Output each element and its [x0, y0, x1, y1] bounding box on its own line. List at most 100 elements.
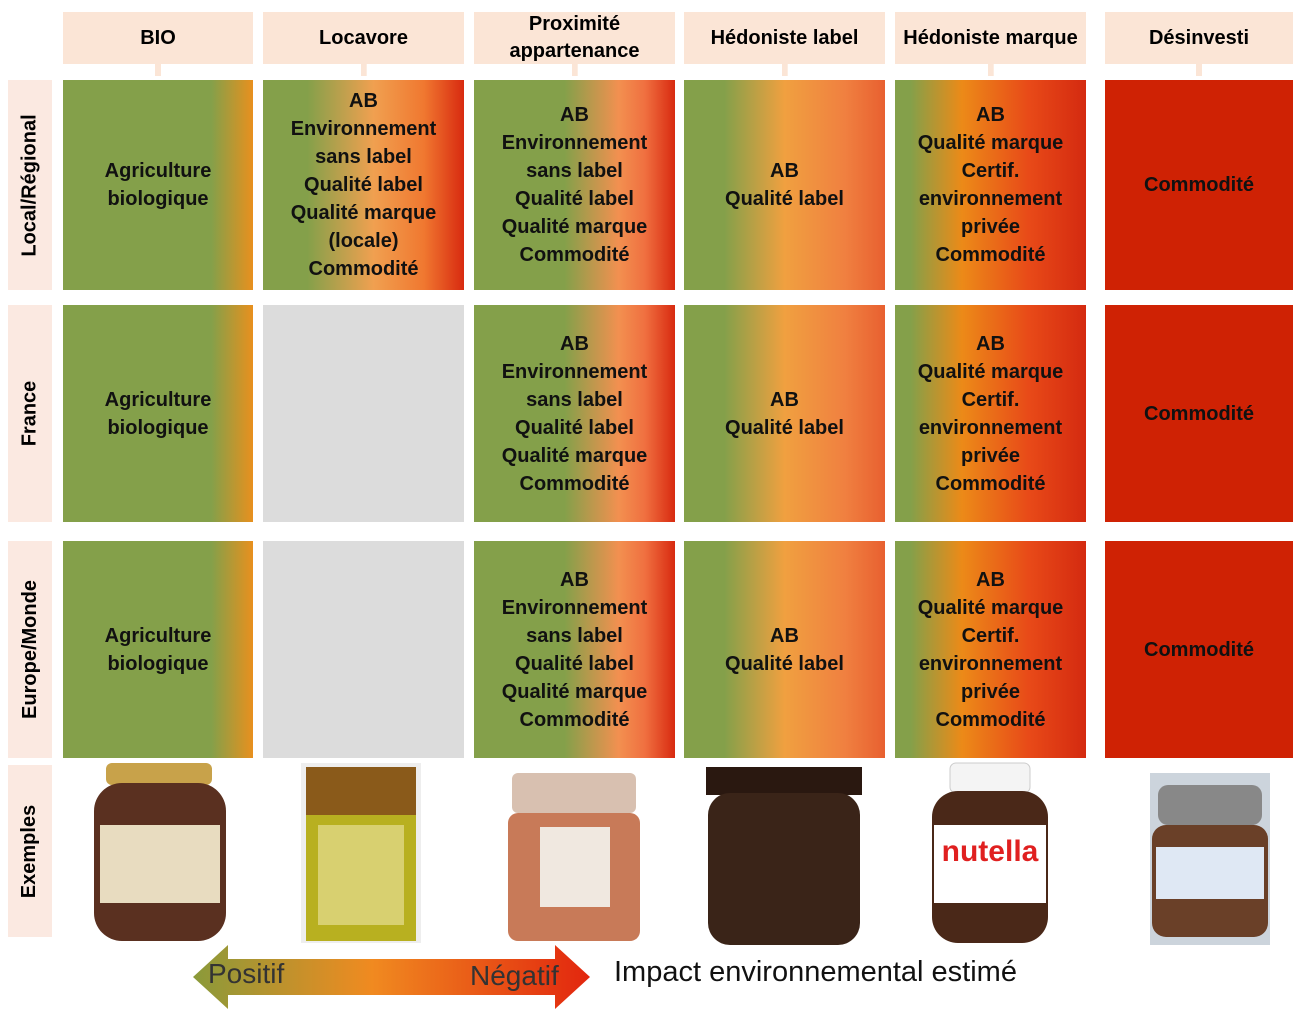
cell-line: Qualité marque	[501, 216, 648, 238]
cell-line: AB	[349, 90, 378, 112]
row-label: Exemples	[8, 765, 52, 937]
column-header: Locavore	[263, 12, 464, 64]
cell: AB Qualité marque Certif. environnement priv…	[895, 541, 1086, 758]
jar	[94, 763, 226, 941]
cell: Commodité	[1105, 305, 1293, 522]
cell: AB Environnement sans label Qualité label Qu…	[474, 541, 675, 758]
legend-left: Positif	[208, 958, 285, 989]
cell: Commodité	[1105, 80, 1293, 290]
row-label-text: France	[18, 380, 41, 447]
cell-line: AB	[560, 104, 589, 126]
cell: Commodité	[1105, 541, 1293, 758]
jar: nutella	[932, 762, 1048, 943]
cell-line: sans label	[315, 146, 412, 168]
cell-line: Qualité marque	[917, 596, 1064, 619]
cell-line: Agriculture	[104, 388, 212, 411]
row-label-text: Local/Régional	[18, 113, 41, 257]
cell-line: environnement	[918, 188, 1063, 210]
cell-line: Commodité	[1144, 638, 1254, 661]
cell-line: Commodité	[519, 708, 630, 731]
cell-line: environnement	[918, 416, 1063, 439]
column-header: Proximité appartenance	[474, 12, 675, 64]
cell-line: Qualité label	[515, 652, 634, 675]
cell-line: AB	[560, 332, 589, 355]
cell-line: Certif.	[961, 388, 1020, 411]
cell-line: Qualité marque	[917, 360, 1064, 383]
legend-right: Négatif	[470, 960, 559, 991]
cell-line: privée	[961, 216, 1020, 238]
cell: AB Qualité label	[684, 541, 885, 758]
cell-line: sans label	[526, 624, 623, 647]
cell-line: Environnement	[501, 360, 648, 383]
cell: AB Qualité label	[684, 305, 885, 522]
cell: AB Qualité marque Certif. environnement priv…	[895, 305, 1086, 522]
cell: AB Environnement sans label Qualité label Qu…	[263, 80, 464, 290]
cell-line: sans label	[526, 388, 623, 411]
jar	[508, 773, 640, 941]
cell-line: AB	[560, 568, 589, 591]
cell-line: AB	[976, 332, 1005, 355]
cell-line: Qualité marque	[290, 202, 437, 224]
cell-line: Commodité	[519, 472, 630, 495]
impact-arrow	[193, 945, 590, 1009]
column-header: Hédoniste label	[684, 12, 885, 64]
cell-line: Qualité label	[515, 416, 634, 439]
cell-line: Qualité label	[515, 188, 634, 210]
column-header: BIO	[63, 12, 253, 64]
cell-line: Qualité label	[304, 174, 423, 196]
svg-text:nutella: nutella	[942, 835, 1039, 868]
jars: nutella	[94, 762, 1270, 945]
cell-line: Commodité	[935, 472, 1046, 495]
cell: AB Qualité label	[684, 80, 885, 290]
cell-line: Environnement	[501, 132, 648, 154]
cell-line: (locale)	[328, 230, 399, 252]
jar	[706, 767, 862, 945]
jar	[301, 763, 421, 943]
cell-line: Commodité	[308, 258, 419, 280]
cell	[263, 541, 464, 758]
row-label-text: Europe/Monde	[18, 580, 41, 719]
cell-line: Qualité marque	[501, 680, 648, 703]
cell: AB Environnement sans label Qualité label Qu…	[474, 305, 675, 522]
examples-and-legend: nutella	[94, 762, 1270, 1009]
cell-line: AB	[770, 160, 799, 182]
cell-line: Commodité	[1144, 174, 1254, 196]
cell-line: AB	[976, 104, 1005, 126]
cell-line: Qualité marque	[501, 444, 648, 467]
cell-line: Environnement	[290, 118, 437, 140]
cell-line: Qualité label	[725, 652, 844, 675]
row-label: Local/Régional	[8, 80, 52, 290]
cell-line: Commodité	[519, 244, 630, 266]
cell: AB Environnement sans label Qualité label Qu…	[474, 80, 675, 290]
cell-line: privée	[961, 444, 1020, 467]
cell-line: AB	[770, 388, 799, 411]
cell-line: Certif.	[961, 160, 1020, 182]
cell-line: sans label	[526, 160, 623, 182]
cell-line: Commodité	[935, 708, 1046, 731]
cell-line: biologique	[107, 416, 209, 439]
cell-line: Qualité label	[725, 188, 844, 210]
cell-line: AB	[770, 624, 799, 647]
column-header: Désinvesti	[1105, 12, 1293, 64]
row-label: France	[8, 305, 52, 522]
cell-line: Qualité marque	[917, 132, 1064, 154]
cell: Agriculture biologique	[63, 541, 253, 758]
cell-line: biologique	[107, 188, 209, 210]
cell-line: Commodité	[1144, 402, 1254, 425]
cell: Agriculture biologique	[63, 80, 253, 290]
cell: Agriculture biologique	[63, 305, 253, 522]
cell-line: AB	[976, 568, 1005, 591]
cell-line: Qualité label	[725, 416, 844, 439]
cell-line: Agriculture	[104, 160, 212, 182]
column-header: Hédoniste marque	[895, 12, 1086, 64]
cell: AB Qualité marque Certif. environnement priv…	[895, 80, 1086, 290]
cell-line: Commodité	[935, 244, 1046, 266]
cell-line: Certif.	[961, 624, 1020, 647]
cell-line: biologique	[107, 652, 209, 675]
jar	[1150, 773, 1270, 945]
cell-line: Environnement	[501, 596, 648, 619]
cell-line: Agriculture	[104, 624, 212, 647]
cell-line: privée	[961, 680, 1020, 703]
row-label: Europe/Monde	[8, 541, 52, 758]
